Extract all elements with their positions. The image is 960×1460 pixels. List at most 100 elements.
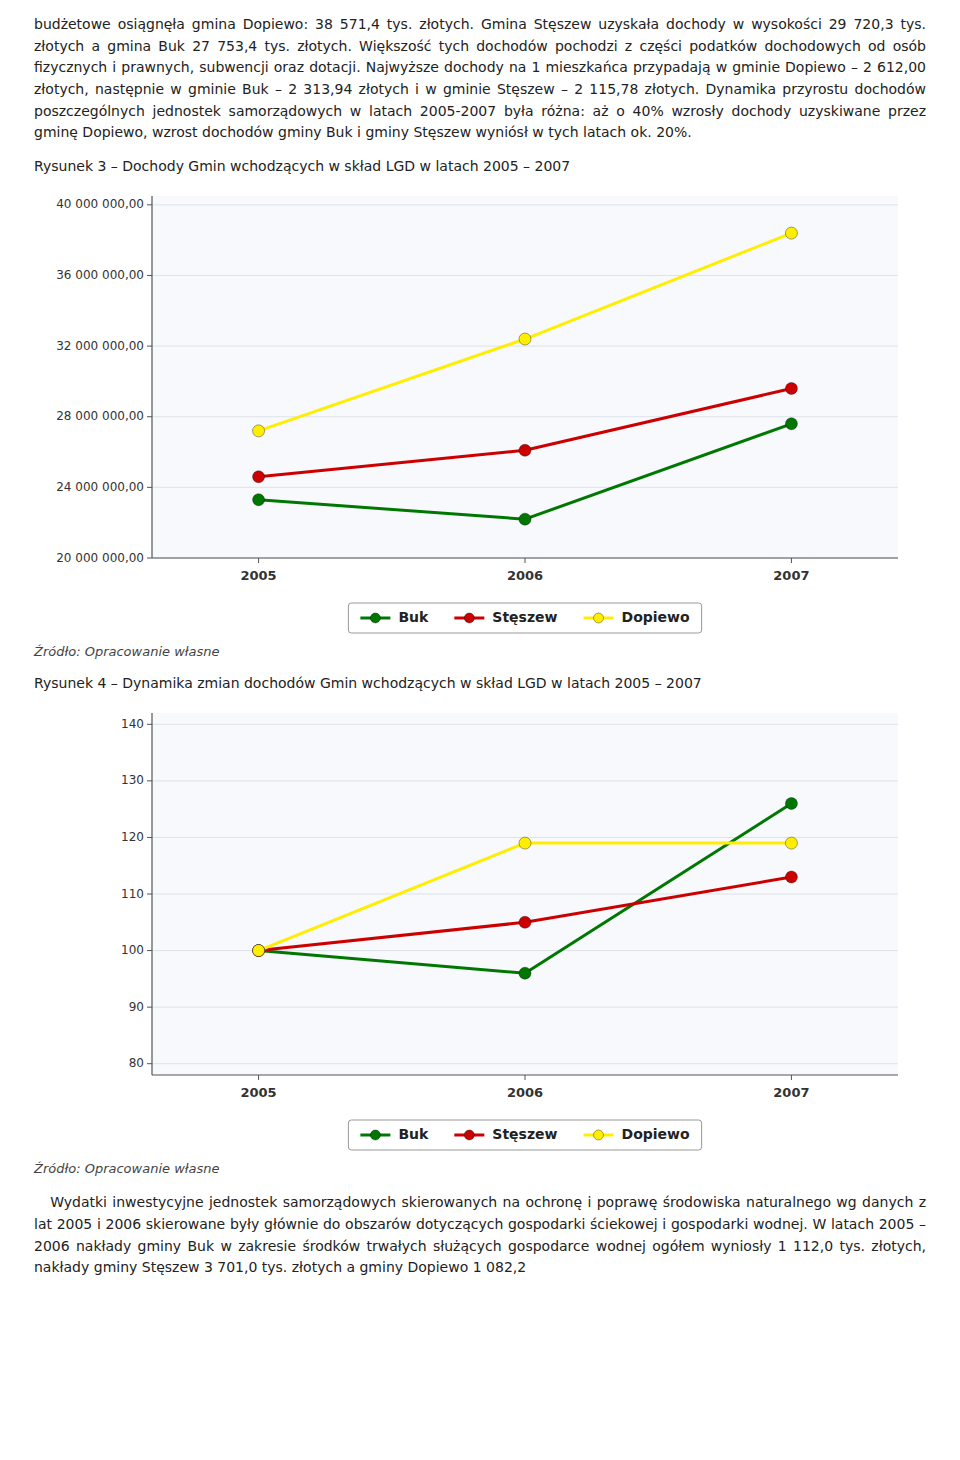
y-tick-label: 40 000 000,00 [56,197,144,211]
data-point [519,513,531,525]
y-tick-label: 24 000 000,00 [56,480,144,494]
data-point [519,444,531,456]
legend-marker [370,1130,380,1140]
legend-label: Buk [398,609,429,625]
legend-item: Stęszew [454,1126,557,1142]
y-tick [147,1007,152,1008]
data-point [253,945,265,957]
y-axis: 20 000 000,00 24 000 000,00 28 000 000,00 3… [56,197,898,564]
chart-title: Rysunek 3 – Dochody Gmin wchodzących w s… [34,158,926,174]
y-tick [147,894,152,895]
grid-line [152,724,898,725]
legend-marker [464,613,474,623]
x-axis-line [152,558,898,559]
y-tick [147,950,152,951]
legend-item: Stęszew [454,609,557,625]
paragraph: Wydatki inwestycyjne jednostek samorządo… [34,1192,926,1279]
data-point [519,837,531,849]
x-tick [525,558,526,563]
x-tick-label: 2007 [773,1085,809,1100]
legend-marker [464,1130,474,1140]
x-tick-label: 2006 [507,1085,543,1100]
y-tick-label: 20 000 000,00 [56,551,144,565]
y-tick [147,724,152,725]
legend-label: Stęszew [492,609,557,625]
grid-line [152,204,898,205]
y-tick-label: 140 [121,717,144,731]
y-tick [147,204,152,205]
chart-title: Rysunek 4 – Dynamika zmian dochodów Gmin… [34,675,926,691]
y-tick [147,416,152,417]
legend: Buk Stęszew Dopiewo [348,1120,701,1150]
y-tick [147,275,152,276]
y-tick-label: 130 [121,774,144,788]
legend-item: Buk [360,609,429,625]
y-axis-line [151,196,152,558]
y-tick-label: 120 [121,830,144,844]
y-tick-label: 100 [121,943,144,957]
chart: 8090100110120130140200520062007BukStęsze… [34,697,926,1157]
grid-line [152,346,898,347]
paragraph: budżetowe osiągnęła gmina Dopiewo: 38 57… [34,14,926,144]
legend-marker [594,613,604,623]
x-tick-label: 2005 [240,568,276,583]
y-tick [147,558,152,559]
page: budżetowe osiągnęła gmina Dopiewo: 38 57… [0,0,960,1279]
x-tick [258,1075,259,1080]
legend-frame [348,603,701,633]
legend: Buk Stęszew Dopiewo [348,603,701,633]
y-tick [147,346,152,347]
legend-label: Dopiewo [622,1126,690,1142]
data-point [785,871,797,883]
y-tick [147,487,152,488]
data-point [519,333,531,345]
grid-line [152,487,898,488]
y-tick-label: 28 000 000,00 [56,409,144,423]
series-line [259,843,792,950]
y-tick-label: 32 000 000,00 [56,339,144,353]
plot-background [152,713,898,1075]
data-point [785,227,797,239]
legend-label: Stęszew [492,1126,557,1142]
source-note: Źródło: Opracowanie własne [34,1161,926,1176]
x-axis: 2005 2006 2007 [240,558,809,583]
legend-marker [594,1130,604,1140]
x-tick-label: 2007 [773,568,809,583]
data-point [785,837,797,849]
data-point [253,471,265,483]
series-line [259,233,792,431]
grid-line [152,1007,898,1008]
plot-area [253,798,798,980]
y-tick [147,1063,152,1064]
data-point [253,494,265,506]
grid-line [152,275,898,276]
x-tick [791,558,792,563]
series-line [259,389,792,477]
chart: 20 000 000,00 24 000 000,00 28 000 000,00 3… [34,180,926,640]
y-tick [147,837,152,838]
x-tick [525,1075,526,1080]
y-tick [147,781,152,782]
legend-item: Buk [360,1126,429,1142]
series-line [259,424,792,519]
legend-label: Dopiewo [622,609,690,625]
x-tick [791,1075,792,1080]
data-point [253,945,265,957]
y-axis-line [151,713,152,1075]
y-tick-label: 90 [129,1000,144,1014]
data-point [519,967,531,979]
grid-line [152,894,898,895]
source-note: Źródło: Opracowanie własne [34,644,926,659]
data-point [253,945,265,957]
legend-frame [348,1120,701,1150]
plot-background [152,196,898,558]
y-tick-label: 80 [129,1056,144,1070]
series-line [259,877,792,951]
legend-label: Buk [398,1126,429,1142]
x-tick-label: 2006 [507,568,543,583]
data-point [785,798,797,810]
series-line [259,804,792,974]
grid-line [152,558,898,559]
legend-marker [370,613,380,623]
data-point [519,916,531,928]
